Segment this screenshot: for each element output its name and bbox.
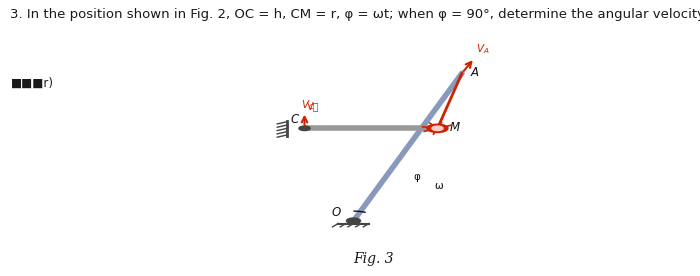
Text: $V_A$: $V_A$	[476, 43, 490, 56]
Text: A: A	[470, 66, 478, 79]
Text: 3. In the position shown in Fig. 2, OC = h, CM = r, φ = ωt; when φ = 90°, determ: 3. In the position shown in Fig. 2, OC =…	[10, 8, 700, 21]
Text: O: O	[332, 206, 341, 219]
Text: ■■■r): ■■■r)	[10, 77, 53, 90]
Text: φ: φ	[413, 172, 420, 182]
Text: $V_C$: $V_C$	[301, 99, 315, 112]
Text: ω: ω	[434, 181, 442, 191]
Circle shape	[432, 126, 443, 131]
Text: M: M	[450, 121, 460, 134]
Circle shape	[427, 124, 448, 132]
Circle shape	[346, 218, 360, 224]
Text: Fig. 3: Fig. 3	[353, 252, 393, 266]
Circle shape	[299, 126, 310, 131]
Text: C: C	[290, 113, 299, 126]
Text: V᱿: V᱿	[307, 102, 319, 112]
